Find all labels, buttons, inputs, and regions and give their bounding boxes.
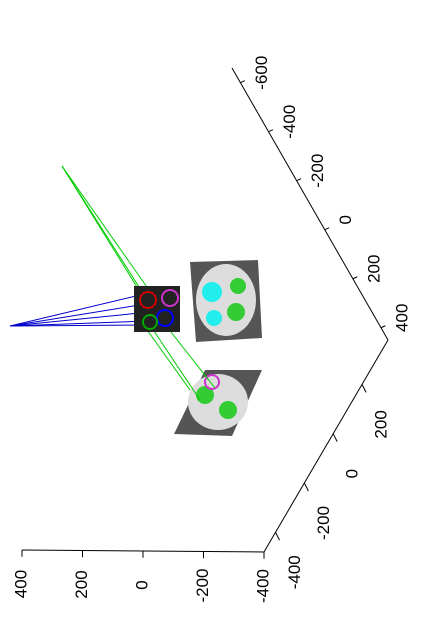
y-tick-label: 400 [392, 304, 411, 332]
marker [156, 309, 174, 327]
marker [206, 310, 222, 326]
tick-mark [275, 532, 280, 541]
x-tick-label: -400 [285, 555, 304, 589]
tick-mark [296, 178, 302, 182]
marker [139, 291, 157, 309]
marker [219, 401, 237, 419]
marker [161, 289, 179, 307]
pattern [196, 264, 256, 336]
tick-mark [332, 433, 338, 442]
tick-mark [240, 80, 246, 84]
tick-mark [268, 129, 274, 133]
y-tick-label: -600 [252, 56, 271, 90]
y-axis [231, 67, 389, 341]
y-tick-label: 200 [364, 255, 383, 283]
scene [9, 165, 262, 436]
tick-mark [352, 276, 358, 280]
z-tick-label: 400 [11, 570, 30, 598]
marker [227, 303, 245, 321]
z-tick-label: -400 [253, 569, 272, 603]
marker [230, 278, 246, 294]
marker [202, 282, 222, 302]
tick-mark [380, 325, 386, 329]
z-tick-label: 200 [72, 570, 91, 598]
marker [196, 386, 214, 404]
tick-mark [324, 227, 330, 231]
x-tick-label: 0 [343, 469, 362, 478]
y-tick-label: -400 [280, 105, 299, 139]
z-tick-label: 0 [132, 580, 151, 589]
tick-mark [303, 482, 309, 492]
x-tick-label: -200 [314, 506, 333, 540]
marker [142, 314, 158, 330]
tick-mark [361, 384, 367, 393]
y-tick-label: 0 [336, 215, 355, 224]
x-axis [263, 339, 389, 553]
z-tick-label: -200 [193, 568, 212, 602]
y-tick-label: -200 [308, 154, 327, 188]
marker [204, 374, 220, 390]
x-tick-label: 200 [372, 410, 391, 438]
